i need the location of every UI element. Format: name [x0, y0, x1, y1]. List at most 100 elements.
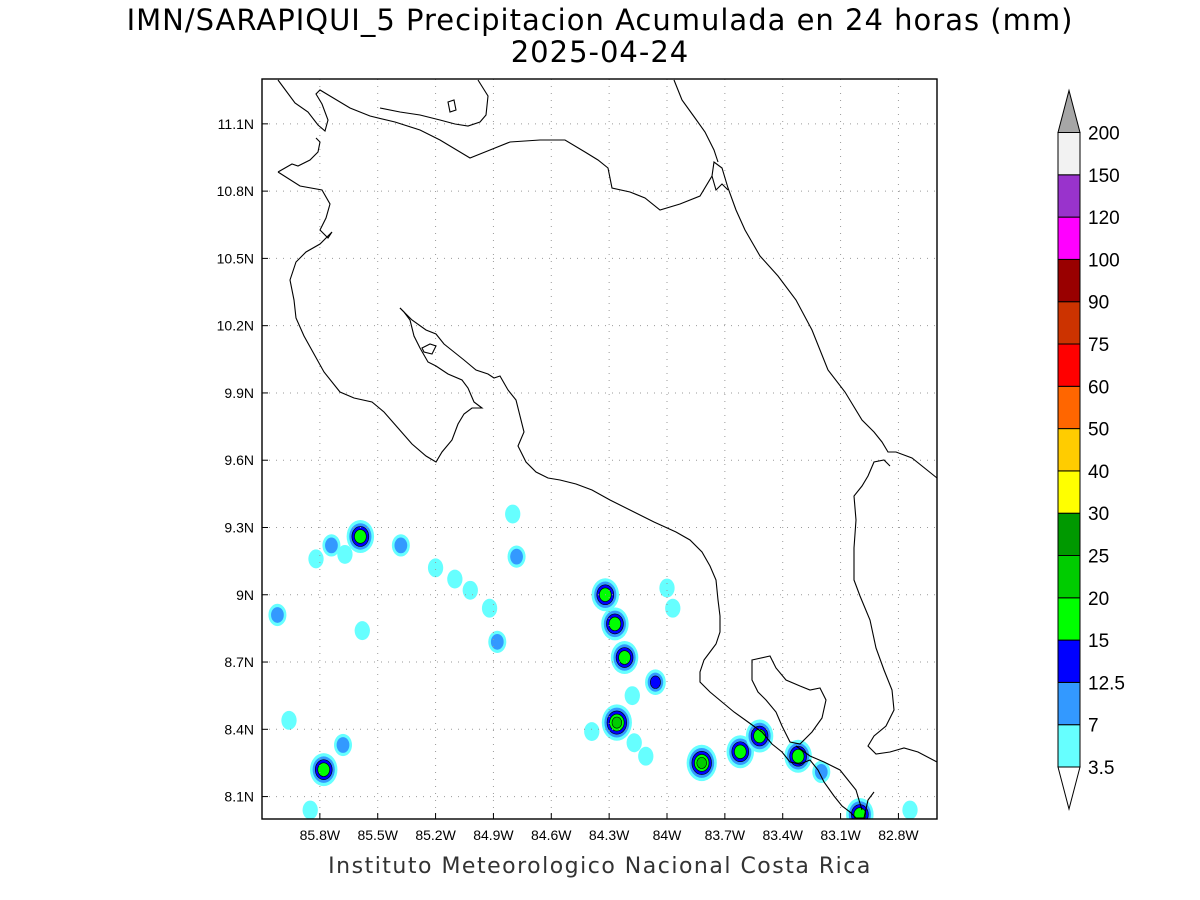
precip-cell: [745, 719, 774, 753]
colorbar-swatch: [1057, 174, 1081, 218]
precip-contour: [271, 607, 284, 623]
colorbar-label: 60: [1088, 377, 1109, 398]
precip-contour: [753, 728, 766, 744]
coastline: [277, 79, 938, 819]
colorbar-over-arrow: [1057, 88, 1081, 133]
y-tick-label: 8.7N: [224, 654, 254, 670]
colorbar-swatch: [1057, 301, 1081, 345]
precip-cell: [302, 800, 318, 819]
coastline-panama-border: [853, 459, 938, 763]
x-tick-label: 83.4W: [762, 827, 803, 843]
x-tick-label: 82.8W: [878, 827, 919, 843]
colorbar-label: 40: [1088, 462, 1109, 483]
x-tick-label: 83.7W: [705, 827, 746, 843]
precip-cell: [281, 710, 297, 730]
precip-contour: [317, 762, 330, 777]
precip-contour: [624, 686, 640, 706]
footer-credit: Instituto Meteorologico Nacional Costa R…: [328, 854, 872, 879]
colorbar-label: 75: [1088, 335, 1109, 356]
precip-contour: [354, 621, 370, 641]
precip-cell: [584, 722, 600, 741]
colorbar-swatch: [1057, 724, 1081, 768]
colorbar-swatch: [1057, 343, 1081, 387]
colorbar-swatch: [1057, 470, 1081, 514]
map-date: 2025-04-24: [510, 35, 690, 69]
colorbar: 3.5 7 12.5 15 20 25 30 40 50 60 75 90 100 120 150 200: [1057, 88, 1125, 811]
precip-contour: [814, 764, 828, 780]
precip-contour: [354, 529, 367, 544]
precip-contour: [650, 675, 661, 689]
precip-cell: [610, 641, 639, 675]
precip-contour: [336, 737, 350, 753]
precip-cell: [488, 630, 507, 653]
colorbar-label: 100: [1088, 250, 1120, 271]
x-tick-label: 84.9W: [473, 827, 514, 843]
precip-cell: [308, 549, 324, 569]
precip-contour: [626, 733, 642, 753]
coastline-nicaragua-lake: [447, 99, 457, 113]
colorbar-label: 200: [1088, 124, 1120, 145]
colorbar-label: 150: [1088, 166, 1120, 187]
precip-cell: [481, 598, 498, 618]
y-tick-label: 10.8N: [217, 183, 254, 199]
precip-cell: [601, 607, 629, 641]
coastline-isla-chira: [421, 343, 437, 355]
precip-contour: [427, 558, 444, 578]
precip-contour: [462, 580, 478, 600]
y-tick-label: 9.6N: [224, 452, 254, 468]
precip-cell: [337, 544, 353, 564]
x-tick-label: 84.6W: [531, 827, 572, 843]
coastline-caribbean-inlet: [711, 175, 729, 192]
y-tick-label: 8.1N: [224, 789, 254, 805]
precip-cell: [354, 621, 370, 641]
precip-contour: [505, 504, 521, 524]
precip-contour: [608, 616, 622, 632]
colorbar-swatch: [1057, 385, 1081, 430]
colorbar-swatch: [1057, 428, 1081, 472]
y-tick-label: 10.2N: [217, 318, 254, 334]
y-tick-label: 8.4N: [224, 721, 254, 737]
x-tick-label: 84.3W: [589, 827, 630, 843]
colorbar-label: 30: [1088, 504, 1109, 525]
x-tick-label: 84W: [653, 827, 683, 843]
y-tick-label: 9.3N: [224, 519, 254, 535]
colorbar-swatch: [1057, 597, 1081, 641]
precip-contour: [659, 578, 675, 598]
precip-contour: [510, 548, 523, 565]
coastline-gulf-nicoya: [399, 307, 875, 819]
precip-cell: [665, 598, 681, 618]
precip-contour: [337, 544, 353, 564]
colorbar-label: 120: [1088, 208, 1120, 229]
precip-contour: [281, 710, 297, 730]
precip-cell: [346, 519, 375, 553]
colorbar-label: 25: [1088, 547, 1109, 568]
colorbar-label: 50: [1088, 420, 1109, 441]
precip-cell: [462, 580, 478, 600]
colorbar-swatch: [1057, 681, 1081, 726]
precip-cell: [645, 669, 666, 696]
x-tick-label: 83.1W: [820, 827, 861, 843]
precip-contour: [481, 598, 498, 618]
coastline-pacific-guanacaste: [277, 137, 484, 463]
precip-cell: [726, 735, 755, 769]
precip-contour: [638, 746, 654, 766]
y-tick-label: 9.9N: [224, 385, 254, 401]
colorbar-under-arrow: [1057, 766, 1081, 811]
precip-contour: [618, 650, 631, 665]
precipitation-layer: [268, 504, 918, 819]
precip-cell: [686, 744, 717, 782]
coastline-caribbean-north: [277, 79, 938, 479]
precip-contour: [611, 716, 623, 729]
precip-contour: [394, 537, 408, 554]
precip-contour: [902, 800, 918, 819]
colorbar-swatch: [1057, 639, 1081, 683]
colorbar-label: 15: [1088, 631, 1109, 652]
coastline-nicaragua-east: [673, 79, 719, 163]
x-tick-label: 85.2W: [415, 827, 456, 843]
precip-contour: [665, 598, 681, 618]
precip-cell: [391, 534, 410, 557]
precip-contour: [791, 749, 805, 764]
precip-cell: [812, 760, 831, 784]
y-tick-label: 9N: [236, 587, 254, 603]
